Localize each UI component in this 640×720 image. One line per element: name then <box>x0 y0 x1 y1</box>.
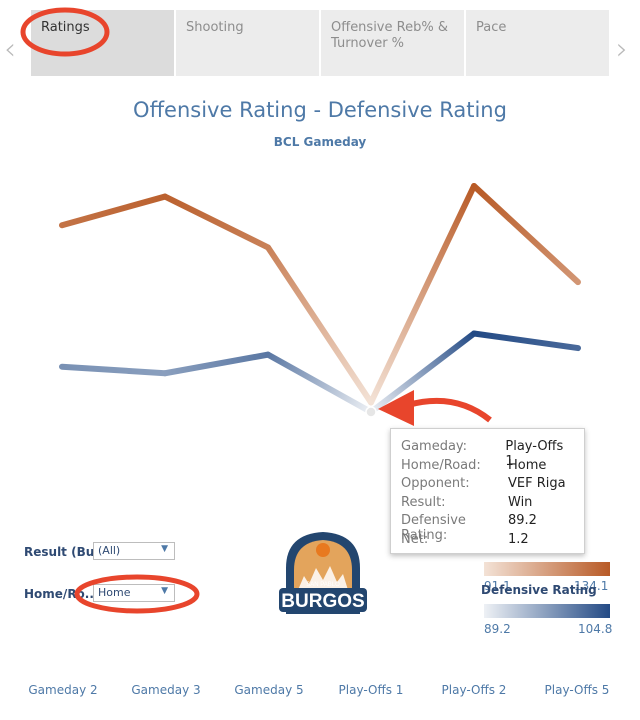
chevron-down-icon: ▼ <box>161 586 168 596</box>
prev-arrow-icon[interactable]: ‹ <box>4 32 16 67</box>
offensive-rating-line-segment[interactable] <box>59 193 168 229</box>
x-tick-label: Play-Offs 5 <box>544 683 610 697</box>
tooltip-key: Gameday: <box>401 439 468 454</box>
tooltip-key: Defensive Rating: <box>401 513 466 543</box>
tooltip-value: 89.2 <box>508 513 537 528</box>
defensive-rating-line-segment[interactable] <box>471 330 581 352</box>
homeroad-filter-select[interactable]: Home ▼ <box>93 584 175 602</box>
tooltip-row: Home/Road: Home <box>401 458 574 477</box>
result-filter-select[interactable]: (All) ▼ <box>93 542 175 560</box>
tooltip-row: Net: 1.2 <box>401 532 574 551</box>
offensive-rating-line-segment[interactable] <box>368 183 477 406</box>
defensive-legend-title: Defensive Rating <box>481 583 597 597</box>
defensive-rating-line-segment[interactable] <box>265 351 374 415</box>
x-tick-label: Gameday 3 <box>131 683 201 697</box>
tooltip-value: 1.2 <box>508 531 529 547</box>
tooltip-key: Home/Road: <box>401 457 481 473</box>
logo-text-top: SAN PABLO <box>306 582 340 588</box>
offensive-legend-max: 134.1 <box>574 579 609 593</box>
homeroad-filter-value: Home <box>98 586 131 599</box>
defensive-legend-gradient <box>484 604 610 618</box>
tooltip-value: Home <box>508 457 547 473</box>
logo-text-main: BURGOS <box>281 591 364 612</box>
x-tick-label: Play-Offs 1 <box>338 683 404 697</box>
chevron-down-icon: ▼ <box>161 544 168 554</box>
offensive-legend-gradient <box>484 562 610 576</box>
burgos-logo: SAN PABLO BURGOS <box>279 532 367 614</box>
annotation-circle-homeroad <box>74 574 200 614</box>
tooltip-key: Net: <box>401 531 429 547</box>
tab-pace-label: Pace <box>476 20 507 35</box>
defensive-rating-line-segment[interactable] <box>59 363 168 377</box>
tab-shooting-label: Shooting <box>186 20 244 35</box>
tooltip-value: VEF Riga <box>508 476 566 491</box>
offensive-rating-line-segment[interactable] <box>162 193 271 251</box>
annotation-circle-ratings <box>20 7 110 57</box>
tooltip-key: Opponent: <box>401 476 470 491</box>
tab-offensive-reb-turnover-label: Offensive Reb% & Turnover % <box>331 20 448 51</box>
next-arrow-icon[interactable]: › <box>616 32 628 67</box>
tooltip-value: Play-Offs 1 <box>505 439 564 469</box>
tab-shooting[interactable]: Shooting <box>176 10 319 76</box>
defensive-legend-min: 89.2 <box>484 622 511 636</box>
result-filter-value: (All) <box>98 544 121 557</box>
tab-offensive-reb-turnover[interactable]: Offensive Reb% & Turnover % <box>321 10 464 76</box>
offensive-rating-line-segment[interactable] <box>265 244 374 406</box>
x-tick-label: Gameday 5 <box>234 683 304 697</box>
offensive-rating-line-segment[interactable] <box>471 183 581 286</box>
defensive-rating-line-segment[interactable] <box>368 330 477 415</box>
x-tick-label: Gameday 2 <box>28 683 98 697</box>
tooltip: Gameday: Play-Offs 1 Home/Road: Home Oppon… <box>390 428 585 554</box>
tooltip-row: Defensive Rating: 89.2 <box>401 513 574 543</box>
offensive-rating-series <box>59 183 581 406</box>
defensive-legend-max: 104.8 <box>578 622 613 636</box>
tooltip-row: Opponent: VEF Riga <box>401 476 574 495</box>
defensive-rating-line-segment[interactable] <box>162 351 271 377</box>
tooltip-row: Gameday: Play-Offs 1 <box>401 439 574 469</box>
chart-subtitle: BCL Gameday <box>273 135 367 149</box>
tooltip-row: Result: Win <box>401 495 574 514</box>
defensive-rating-series <box>59 330 581 415</box>
x-tick-label: Play-Offs 2 <box>441 683 507 697</box>
chart-title: Offensive Rating - Defensive Rating <box>133 98 507 122</box>
result-filter-label: Result (Bu... <box>24 545 108 559</box>
annotation-arrow <box>378 390 492 426</box>
tab-ratings-label: Ratings <box>41 20 90 35</box>
tooltip-value: Win <box>508 494 533 510</box>
offensive-legend-min: 91.1 <box>484 579 511 593</box>
tooltip-key: Result: <box>401 494 446 510</box>
selected-data-point[interactable] <box>365 406 377 418</box>
tab-pace[interactable]: Pace <box>466 10 609 76</box>
